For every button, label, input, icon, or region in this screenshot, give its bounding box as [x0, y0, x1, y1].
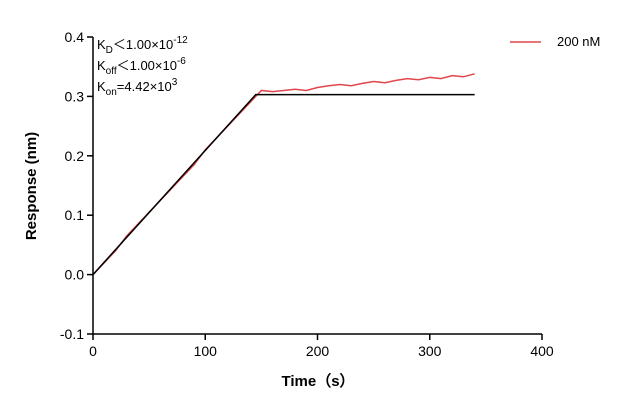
y-tick-label: 0.0	[65, 267, 85, 283]
annotation-sup: -12	[173, 35, 188, 46]
y-tick-label: 0.1	[65, 207, 85, 223]
annotation-text: =4.42×10	[117, 79, 172, 94]
annotation-sub: off	[106, 66, 117, 77]
x-tick-label: 300	[418, 343, 442, 359]
annotation-sup: 3	[172, 77, 178, 88]
annotation-base: K	[97, 79, 106, 94]
y-tick-label: 0.4	[65, 29, 85, 45]
x-tick-label: 400	[530, 343, 554, 359]
annotation: Koff＜1.00×10-6	[97, 56, 186, 77]
annotation-text: ＜1.00×10	[113, 37, 173, 52]
annotation-text: ＜1.00×10	[117, 58, 177, 73]
x-tick-label: 0	[89, 343, 97, 359]
y-axis-title: Response (nm)	[23, 132, 40, 240]
fit-line	[92, 93, 475, 276]
annotation-sub: D	[106, 45, 113, 56]
y-tick-label: 0.3	[65, 88, 85, 104]
annotation-sub: on	[106, 87, 117, 98]
annotation: KD＜1.00×10-12	[97, 35, 188, 56]
annotation-base: K	[97, 58, 106, 73]
annotation-base: K	[97, 37, 106, 52]
y-tick-label: -0.1	[60, 326, 84, 342]
x-tick-label: 100	[194, 343, 218, 359]
data-line	[92, 73, 475, 276]
y-tick-label: 0.2	[65, 148, 85, 164]
annotation: Kon=4.42×103	[97, 77, 178, 98]
annotation-sup: -6	[177, 56, 186, 67]
legend-label: 200 nM	[557, 34, 600, 49]
x-axis-title: Time（s）	[281, 372, 354, 390]
x-tick-label: 200	[306, 343, 330, 359]
